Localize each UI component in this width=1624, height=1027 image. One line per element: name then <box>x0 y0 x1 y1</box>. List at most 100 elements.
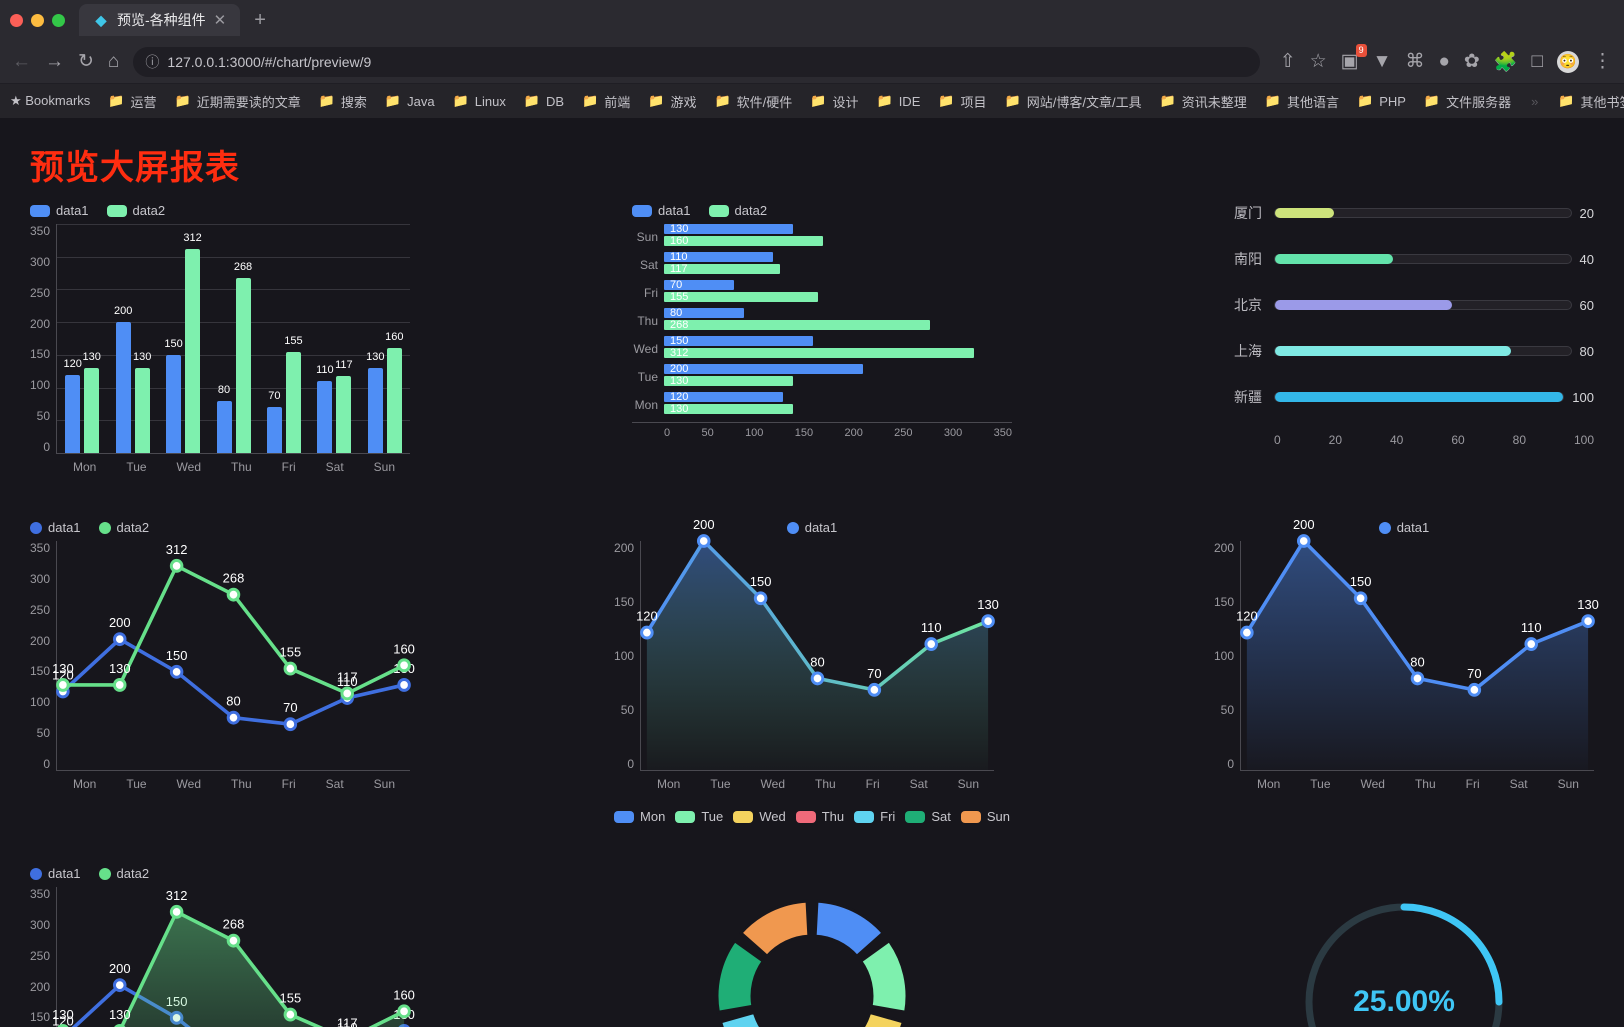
ranking-progress-chart[interactable]: 厦门 20 南阳 40 北京 60 上海 80 新疆 100 0 20 40 60 80 100 <box>1234 203 1594 447</box>
square-extension-icon[interactable]: □ <box>1532 51 1543 73</box>
bookmark-item[interactable]: 📁 资讯未整理 <box>1160 92 1247 111</box>
data-point-data2-Fri[interactable] <box>285 1009 296 1020</box>
bar-data1-Fri[interactable]: 70 <box>267 407 282 453</box>
hbar-data1-Fri[interactable]: 70 <box>664 280 734 290</box>
horizontal-bar-chart[interactable]: Sun 130 160 Sat 110 117 Fri 70 155 Thu 80 268 Wed 150… <box>632 224 1012 439</box>
puzzle-extension-icon[interactable]: 🧩 <box>1494 50 1518 74</box>
bookmark-item[interactable]: 📁 DB <box>524 92 564 111</box>
hbar-data2-Sat[interactable]: 117 <box>664 264 780 274</box>
data-point-data1-Tue[interactable] <box>1298 536 1309 547</box>
donut-segment-Wed[interactable] <box>841 1012 904 1027</box>
bar-data1-Mon[interactable]: 120 <box>65 375 80 454</box>
bar-data2-Sat[interactable]: 117 <box>336 376 351 453</box>
bookmark-item[interactable]: 📁 PHP <box>1357 92 1406 111</box>
hbar-row-Mon[interactable]: Mon 120 130 <box>632 392 1012 418</box>
maximize-window-button[interactable] <box>52 14 65 27</box>
bar-data2-Wed[interactable]: 312 <box>185 249 200 453</box>
bookmark-item[interactable]: 📁 Java <box>385 92 435 111</box>
data-point-data2-Tue[interactable] <box>114 680 125 691</box>
new-tab-button[interactable]: + <box>248 9 272 32</box>
tab-close-icon[interactable]: ✕ <box>214 11 227 29</box>
legend-item-Mon[interactable]: Mon <box>614 809 665 824</box>
donut-segment-Mon[interactable] <box>815 901 883 956</box>
hbar-data1-Mon[interactable]: 120 <box>664 392 783 402</box>
data-point-data1-Wed[interactable] <box>1355 593 1366 604</box>
bar-data2-Mon[interactable]: 130 <box>84 368 99 453</box>
bookmark-item[interactable]: 📁 近期需要读的文章 <box>175 92 301 111</box>
back-icon[interactable]: ← <box>12 51 31 73</box>
profile-avatar[interactable]: 😳 <box>1557 51 1579 73</box>
data-point-data1-Tue[interactable] <box>114 980 125 991</box>
rank-fill-南阳[interactable] <box>1275 254 1393 264</box>
data-point-data1-Tue[interactable] <box>699 536 710 547</box>
vertical-bar-chart[interactable]: 350 300 250 200 150 100 50 0 120 130 200 130 150 312… <box>30 224 410 484</box>
rank-row-南阳[interactable]: 南阳 40 <box>1234 249 1594 269</box>
close-window-button[interactable] <box>10 14 23 27</box>
hbar-row-Sun[interactable]: Sun 130 160 <box>632 224 1012 250</box>
bar-data1-Sun[interactable]: 130 <box>368 368 383 453</box>
bookmark-item[interactable]: 📁 前端 <box>582 92 630 111</box>
donut-segment-Sun[interactable] <box>741 901 809 956</box>
data-point-data2-Fri[interactable] <box>285 663 296 674</box>
bar-data1-Tue[interactable]: 200 <box>116 322 131 453</box>
hbar-data2-Fri[interactable]: 155 <box>664 292 818 302</box>
data-point-data2-Sat[interactable] <box>342 688 353 699</box>
data-point-data1-Sun[interactable] <box>1583 616 1594 627</box>
data-point-data1-Fri[interactable] <box>285 719 296 730</box>
area-chart-right[interactable]: 200 150 100 50 0 120 200 150 80 70 110 130 Mon Tue W… <box>1214 541 1594 791</box>
rank-row-北京[interactable]: 北京 60 <box>1234 295 1594 315</box>
bar-group-Sun[interactable]: 130 160 <box>368 224 402 453</box>
data-point-data1-Fri[interactable] <box>869 684 880 695</box>
bar-group-Fri[interactable]: 70 155 <box>267 224 301 453</box>
flag-extension-icon[interactable]: ▼ <box>1373 51 1392 73</box>
browser-tab-active[interactable]: ◆ 预览-各种组件 ✕ <box>79 4 240 36</box>
bar-data2-Fri[interactable]: 155 <box>286 352 301 453</box>
hbar-data1-Tue[interactable]: 200 <box>664 364 863 374</box>
data-point-data1-Sat[interactable] <box>926 639 937 650</box>
legend-item-Fri[interactable]: Fri <box>854 809 895 824</box>
data-point-data2-Mon[interactable] <box>58 680 69 691</box>
legend-item-Sat[interactable]: Sat <box>905 809 951 824</box>
bookmark-item-overflow[interactable]: 📁 其他书签 <box>1558 92 1624 111</box>
donut-segment-Fri[interactable] <box>721 1012 784 1027</box>
data-point-data1-Tue[interactable] <box>114 634 125 645</box>
bookmark-item[interactable]: 📁 搜索 <box>319 92 367 111</box>
legend-item-Wed[interactable]: Wed <box>733 809 786 824</box>
data-point-data1-Wed[interactable] <box>171 666 182 677</box>
bar-data1-Thu[interactable]: 80 <box>217 401 232 453</box>
bookmark-item[interactable]: 📁 Linux <box>453 92 506 111</box>
minimize-window-button[interactable] <box>31 14 44 27</box>
extensions-icon[interactable]: ▣ 9 <box>1341 50 1359 73</box>
bar-data2-Sun[interactable]: 160 <box>387 348 402 453</box>
data-point-data1-Mon[interactable] <box>642 627 653 638</box>
command-extension-icon[interactable]: ⌘ <box>1405 50 1424 73</box>
bar-data1-Sat[interactable]: 110 <box>317 381 332 453</box>
hbar-data1-Thu[interactable]: 80 <box>664 308 744 318</box>
rank-fill-新疆[interactable] <box>1275 392 1563 402</box>
address-bar-text[interactable]: 127.0.0.1:3000/#/chart/preview/9 <box>167 54 371 70</box>
data-point-data1-Sun[interactable] <box>399 680 410 691</box>
bookmark-item[interactable]: 📁 运营 <box>108 92 156 111</box>
data-point-data1-Sat[interactable] <box>1526 639 1537 650</box>
hbar-data2-Wed[interactable]: 312 <box>664 348 974 358</box>
legend-item-Thu[interactable]: Thu <box>796 809 844 824</box>
address-bar[interactable]: ⓘ 127.0.0.1:3000/#/chart/preview/9 <box>133 47 1259 77</box>
data-point-data1-Wed[interactable] <box>755 593 766 604</box>
rank-fill-上海[interactable] <box>1275 346 1511 356</box>
data-point-data2-Thu[interactable] <box>228 589 239 600</box>
hbar-row-Fri[interactable]: Fri 70 155 <box>632 280 1012 306</box>
data-point-data2-Wed[interactable] <box>171 560 182 571</box>
data-point-data2-Thu[interactable] <box>228 935 239 946</box>
rank-fill-厦门[interactable] <box>1275 208 1334 218</box>
bookmark-item[interactable]: 📁 软件/硬件 <box>714 92 792 111</box>
hbar-row-Sat[interactable]: Sat 110 117 <box>632 252 1012 278</box>
donut-segment-Sat[interactable] <box>717 941 763 1013</box>
rank-row-新疆[interactable]: 新疆 100 <box>1234 387 1594 407</box>
rank-fill-北京[interactable] <box>1275 300 1452 310</box>
data-point-data2-Wed[interactable] <box>171 906 182 917</box>
bookmark-item[interactable]: 📁 IDE <box>877 92 921 111</box>
home-icon[interactable]: ⌂ <box>108 51 119 73</box>
bookmark-item[interactable]: 📁 文件服务器 <box>1424 92 1511 111</box>
data-point-data2-Sun[interactable] <box>399 1006 410 1017</box>
data-point-data1-Thu[interactable] <box>812 673 823 684</box>
